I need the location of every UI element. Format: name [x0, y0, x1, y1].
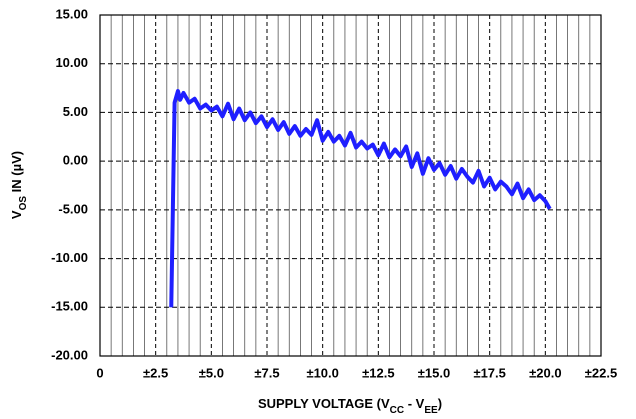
- y-tick-label: -5.00: [58, 201, 88, 216]
- y-tick-label: 15.00: [55, 6, 88, 21]
- axis-label-part: CC: [390, 405, 404, 416]
- x-tick-label: ±12.5: [362, 365, 394, 380]
- x-tick-label: ±20.0: [529, 365, 561, 380]
- x-tick-label: ±22.5: [585, 365, 617, 380]
- x-tick-label: ±10.0: [306, 365, 338, 380]
- axis-label-part: ): [438, 396, 442, 411]
- x-axis-label: SUPPLY VOLTAGE (VCC - VEE): [258, 396, 442, 416]
- y-tick-label: 5.00: [63, 104, 88, 119]
- axis-label-part: - V: [404, 396, 425, 411]
- axis-label-part: V: [9, 210, 24, 219]
- axis-label-part: OS: [18, 196, 29, 211]
- y-tick-label: 0.00: [63, 153, 88, 168]
- plot-frame: [99, 14, 602, 357]
- y-axis-label: VOS IN (µV): [9, 151, 29, 219]
- x-tick-label: ±2.5: [143, 365, 168, 380]
- y-tick-label: -15.00: [51, 299, 88, 314]
- x-tick-label: ±15.0: [418, 365, 450, 380]
- axis-label-part: EE: [424, 405, 438, 416]
- axis-label-part: SUPPLY VOLTAGE (V: [258, 396, 390, 411]
- x-tick-label: ±7.5: [254, 365, 279, 380]
- x-tick-label: 0: [96, 365, 103, 380]
- y-tick-label: -10.00: [51, 250, 88, 265]
- axis-label-part: IN (µV): [9, 151, 24, 196]
- y-tick-label: -20.00: [51, 347, 88, 362]
- y-tick-label: 10.00: [55, 55, 88, 70]
- x-tick-label: ±5.0: [199, 365, 224, 380]
- x-tick-label: ±17.5: [473, 365, 505, 380]
- data-line: [169, 88, 552, 308]
